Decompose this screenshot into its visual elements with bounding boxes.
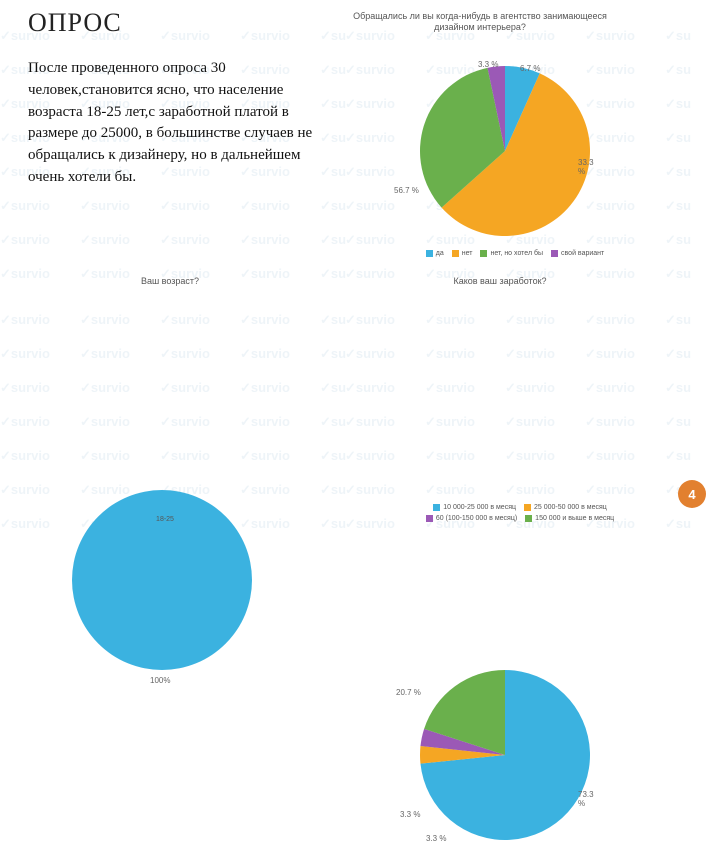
legend-swatch (480, 250, 487, 257)
legend-swatch (525, 515, 532, 522)
legend-label: 25 000-50 000 в месяц (534, 504, 607, 511)
slide-title: ОПРОС (28, 8, 122, 38)
designer-slice-label: 33.3 % (578, 158, 594, 176)
legend-swatch (551, 250, 558, 257)
legend-label: свой вариант (561, 250, 604, 257)
income-legend: 10 000-25 000 в месяц 25 000-50 000 в мес… (400, 504, 640, 522)
legend-item: нет (452, 250, 473, 257)
designer-chart-title: Обращались ли вы когда-нибудь в агентств… (350, 11, 610, 33)
legend-item: нет, но хотел бы (480, 250, 543, 257)
legend-swatch (146, 516, 153, 523)
legend-swatch (524, 504, 531, 511)
income-slice-label: 73.3 % (578, 790, 594, 808)
page-number-badge: 4 (678, 480, 706, 508)
legend-item: 150 000 и выше в месяц (525, 515, 614, 522)
legend-item: 10 000-25 000 в месяц (433, 504, 516, 511)
legend-item: 25 000-50 000 в месяц (524, 504, 607, 511)
legend-item: свой вариант (551, 250, 604, 257)
legend-swatch (426, 515, 433, 522)
legend-label: нет, но хотел бы (490, 250, 543, 257)
legend-label: 18-25 (156, 516, 174, 523)
legend-label: нет (462, 250, 473, 257)
designer-legend: да нет нет, но хотел бы свой вариант (400, 250, 630, 257)
income-pie-chart: 20.7 %3.3 %3.3 %73.3 % (420, 670, 590, 840)
income-slice-label: 3.3 % (426, 834, 446, 843)
legend-label: 150 000 и выше в месяц (535, 515, 614, 522)
legend-label: 60 (100-150 000 в месяц) (436, 515, 517, 522)
designer-slice-label: 6.7 % (520, 64, 540, 73)
income-slice-label: 20.7 % (396, 688, 421, 697)
income-chart-title: Каков ваш заработок? (400, 276, 600, 287)
designer-slice-label: 3.3 % (478, 60, 498, 69)
designer-slice-label: 56.7 % (394, 186, 419, 195)
legend-swatch (433, 504, 440, 511)
age-legend: 18-25 (60, 516, 260, 523)
legend-item: да (426, 250, 444, 257)
legend-label: да (436, 250, 444, 257)
income-slice-label: 3.3 % (400, 810, 420, 819)
age-slice-label: 100% (150, 676, 170, 685)
legend-item: 18-25 (146, 516, 174, 523)
designer-pie-chart: 6.7 %3.3 %33.3 %56.7 % (420, 66, 590, 236)
legend-swatch (452, 250, 459, 257)
legend-label: 10 000-25 000 в месяц (443, 504, 516, 511)
slide-content: ОПРОС После проведенного опроса 30 челов… (0, 0, 720, 540)
age-chart-title: Ваш возраст? (70, 276, 270, 287)
legend-item: 60 (100-150 000 в месяц) (426, 515, 517, 522)
legend-swatch (426, 250, 433, 257)
slide-paragraph: После проведенного опроса 30 человек,ста… (28, 58, 328, 189)
